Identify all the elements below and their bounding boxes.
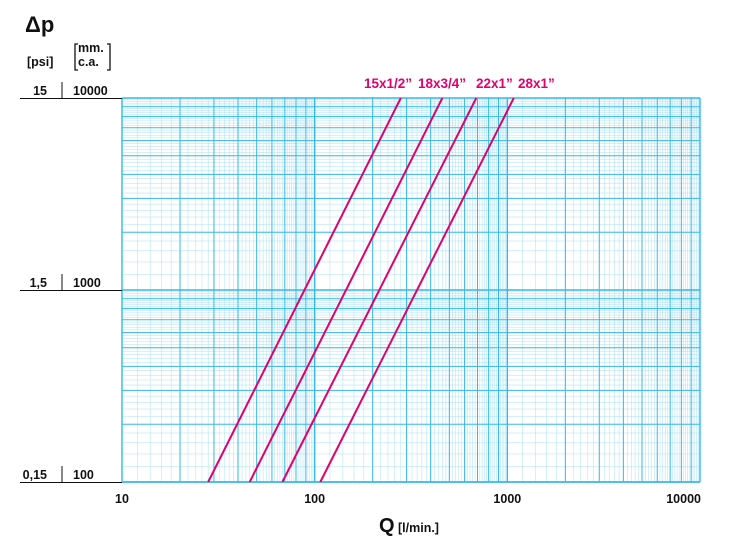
series-label: 15x1/2” [364, 76, 412, 91]
x-axis-label: Q [379, 515, 395, 537]
x-tick-label: 1000 [493, 492, 521, 506]
series-line [207, 97, 402, 483]
y-tick-label-mm: 1000 [73, 276, 101, 290]
series-label: 28x1” [518, 76, 555, 91]
chart-title: Δp [25, 12, 54, 37]
series-lines: 15x1/2” 18x3/4” 22x1” 28x1” [207, 76, 555, 483]
y-axis-ticks: 15 10000 1,5 1000 0,15 100 [20, 82, 122, 483]
y-unit-mm-line2: c.a. [78, 55, 99, 69]
y-unit-mm-line1: mm. [78, 41, 104, 55]
y-tick-label-psi: 15 [33, 84, 47, 98]
x-axis-unit: [l/min.] [398, 521, 439, 535]
y-tick-label-mm: 10000 [73, 84, 108, 98]
x-tick-label: 100 [304, 492, 325, 506]
series-label: 18x3/4” [418, 76, 466, 91]
y-tick-label-psi: 1,5 [30, 276, 47, 290]
series-line [248, 97, 444, 483]
x-axis-ticks: 10 100 1000 10000 [115, 492, 701, 506]
y-tick-label-psi: 0,15 [23, 468, 47, 482]
series-label: 22x1” [476, 76, 513, 91]
x-tick-label: 10000 [666, 492, 701, 506]
y-unit-bracket-right [107, 43, 111, 71]
y-tick-label-mm: 100 [73, 468, 94, 482]
grid [121, 97, 701, 483]
y-unit-bracket-left [74, 43, 78, 71]
series-line [281, 97, 478, 483]
x-tick-label: 10 [115, 492, 129, 506]
y-unit-psi: [psi] [27, 55, 53, 69]
series-line [319, 97, 515, 483]
